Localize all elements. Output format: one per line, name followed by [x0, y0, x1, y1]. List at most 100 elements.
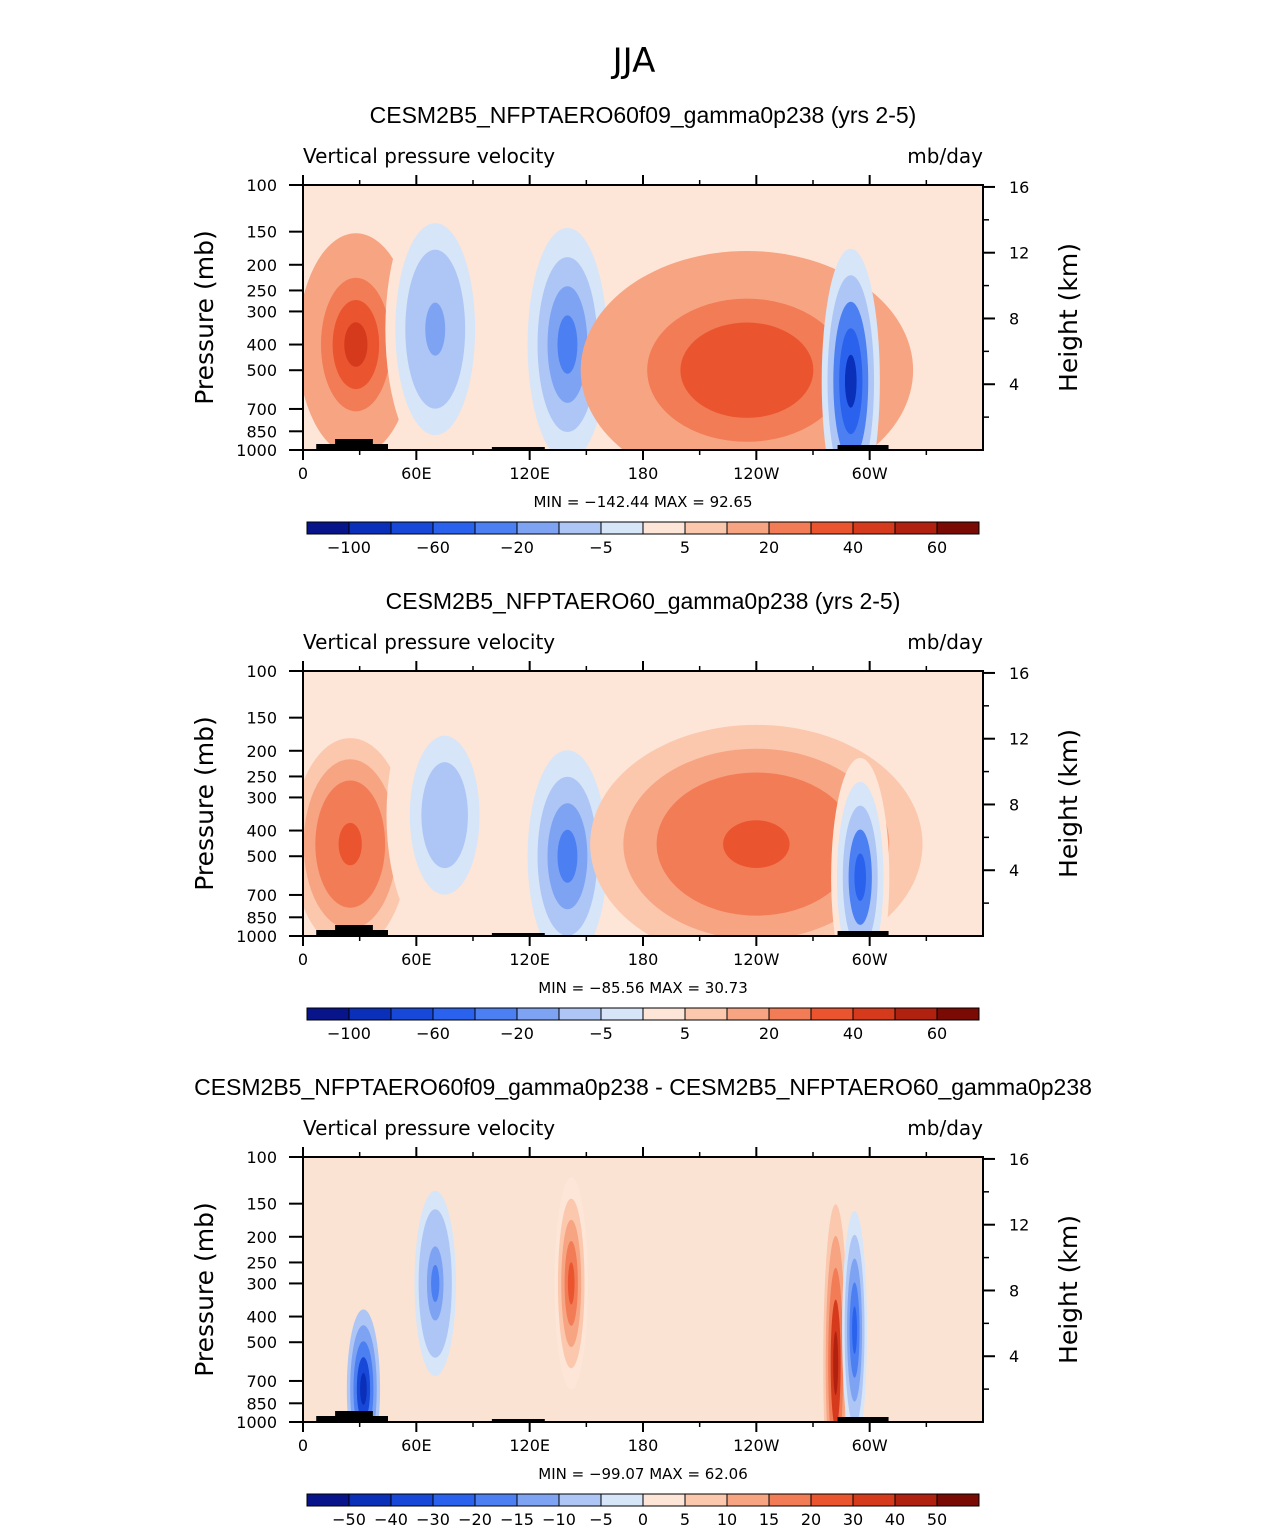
contour-region-3: [557, 315, 578, 374]
y2-tick-label: 4: [1009, 375, 1019, 394]
topography: [837, 445, 889, 450]
colorbar-swatch: [726, 1493, 770, 1507]
left-string: Vertical pressure velocity: [303, 630, 555, 654]
y-tick-label: 850: [246, 422, 277, 441]
colorbar-swatch: [936, 521, 980, 535]
x-tick-label: 0: [298, 1436, 308, 1455]
panel-title: CESM2B5_NFPTAERO60f09_gamma0p238 (yrs 2-…: [370, 102, 917, 128]
colorbar-label: −20: [458, 1510, 492, 1529]
colorbar-swatch: [474, 1007, 518, 1021]
colorbar-label: 60: [927, 538, 947, 557]
x-tick-label: 60W: [852, 1436, 888, 1455]
colorbar-swatch: [768, 521, 812, 535]
contour-region-1: [338, 822, 362, 866]
y-tick-label: 150: [246, 1195, 277, 1214]
min-max-text: MIN = −85.56 MAX = 30.73: [538, 979, 748, 997]
plot-background: [303, 1157, 983, 1422]
topography: [837, 1417, 889, 1422]
contour-region-1: [344, 322, 368, 367]
colorbar-swatch: [600, 1493, 644, 1507]
y-tick-label: 1000: [236, 1413, 277, 1432]
colorbar-swatch: [810, 1493, 854, 1507]
colorbar-label: −40: [374, 1510, 408, 1529]
colorbar-swatch: [306, 1007, 350, 1021]
colorbar-swatch: [432, 1007, 476, 1021]
contour-region-3: [567, 1262, 575, 1305]
y-tick-label: 850: [246, 1394, 277, 1413]
colorbar-swatch: [936, 1007, 980, 1021]
y-tick-label: 250: [246, 767, 277, 786]
colorbar-swatch: [348, 1007, 392, 1021]
y-tick-label: 400: [246, 336, 277, 355]
colorbar-swatch: [768, 1493, 812, 1507]
y-tick-label: 700: [246, 1372, 277, 1391]
y-tick-label: 500: [246, 361, 277, 380]
panel-title: CESM2B5_NFPTAERO60f09_gamma0p238 - CESM2…: [194, 1074, 1092, 1100]
y-tick-label: 300: [246, 1274, 277, 1293]
contour-region-5: [844, 354, 857, 408]
y-axis-label: Pressure (mb): [190, 230, 219, 404]
topography: [491, 1419, 545, 1422]
y-tick-label: 150: [246, 223, 277, 242]
right-string: mb/day: [907, 630, 983, 654]
panel-2: CESM2B5_NFPTAERO60_gamma0p238 (yrs 2-5) V…: [190, 588, 1083, 1043]
y2-tick-label: 16: [1009, 664, 1029, 683]
topography: [837, 931, 889, 936]
colorbar-swatch: [642, 521, 686, 535]
topography: [491, 933, 545, 936]
colorbar-label: 50: [927, 1510, 947, 1529]
contour-region-2: [433, 788, 457, 842]
y2-tick-label: 8: [1009, 1281, 1019, 1300]
contour-region-4: [833, 1331, 839, 1396]
contour-field: [303, 196, 914, 450]
colorbar-swatch: [390, 1007, 434, 1021]
y-tick-label: 250: [246, 1253, 277, 1272]
x-tick-label: 120W: [733, 950, 780, 969]
contour-region-2: [431, 1264, 440, 1302]
y-tick-label: 150: [246, 709, 277, 728]
y-tick-label: 500: [246, 847, 277, 866]
colorbar: −100 −60 −20 −5 5 20 40 60: [306, 521, 980, 557]
y-tick-label: 400: [246, 822, 277, 841]
topography: [491, 447, 545, 450]
contour-region-4: [713, 346, 781, 395]
y-tick-label: 250: [246, 281, 277, 300]
colorbar-swatch: [600, 521, 644, 535]
y-tick-label: 850: [246, 908, 277, 927]
left-string: Vertical pressure velocity: [303, 1116, 555, 1140]
y2-tick-label: 12: [1009, 1216, 1029, 1235]
panel-3: CESM2B5_NFPTAERO60f09_gamma0p238 - CESM2…: [190, 1074, 1092, 1529]
y2-tick-label: 16: [1009, 1150, 1029, 1169]
y-axis-label: Pressure (mb): [190, 716, 219, 890]
colorbar-label: 0: [638, 1510, 648, 1529]
x-tick-label: 180: [628, 1436, 659, 1455]
contour-field: [303, 682, 923, 936]
colorbar-swatch: [432, 1493, 476, 1507]
colorbar-label: −10: [542, 1510, 576, 1529]
colorbar-swatch: [348, 521, 392, 535]
y2-tick-label: 12: [1009, 244, 1029, 263]
panel-title: CESM2B5_NFPTAERO60_gamma0p238 (yrs 2-5): [386, 588, 901, 614]
colorbar-swatch: [516, 1007, 560, 1021]
colorbar-swatch: [558, 1493, 602, 1507]
y-axis-label: Pressure (mb): [190, 1202, 219, 1376]
x-tick-label: 60W: [852, 464, 888, 483]
panel-1: CESM2B5_NFPTAERO60f09_gamma0p238 (yrs 2-…: [190, 102, 1083, 557]
colorbar-swatch: [348, 1493, 392, 1507]
right-string: mb/day: [907, 1116, 983, 1140]
colorbar-label: −20: [500, 538, 534, 557]
x-tick-label: 180: [628, 464, 659, 483]
x-tick-label: 60E: [401, 464, 431, 483]
y-tick-label: 400: [246, 1308, 277, 1327]
min-max-text: MIN = −142.44 MAX = 92.65: [533, 493, 752, 511]
y-tick-label: 500: [246, 1333, 277, 1352]
colorbar-label: −5: [589, 1024, 613, 1043]
colorbar-swatch: [642, 1493, 686, 1507]
colorbar-swatch: [810, 1007, 854, 1021]
colorbar-label: −50: [332, 1510, 366, 1529]
y-tick-label: 100: [246, 662, 277, 681]
y-tick-label: 700: [246, 400, 277, 419]
y2-tick-label: 8: [1009, 795, 1019, 814]
contour-region-5: [852, 1306, 858, 1354]
